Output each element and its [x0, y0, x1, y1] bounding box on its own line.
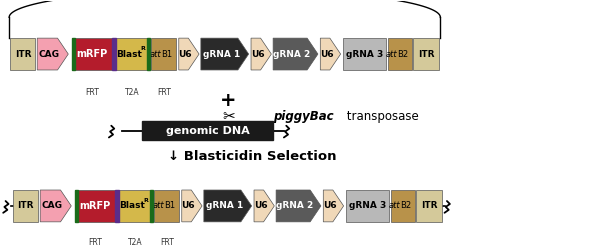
Text: Blast: Blast — [119, 202, 145, 210]
Text: gRNA 2: gRNA 2 — [274, 50, 311, 58]
Polygon shape — [147, 38, 151, 70]
Text: genomic DNA: genomic DNA — [166, 126, 250, 136]
Polygon shape — [416, 190, 442, 222]
Text: U6: U6 — [251, 50, 265, 58]
Text: att: att — [389, 202, 400, 210]
Polygon shape — [115, 38, 149, 70]
Polygon shape — [112, 38, 116, 70]
Text: U6: U6 — [179, 50, 192, 58]
Text: gRNA 1: gRNA 1 — [203, 50, 240, 58]
Polygon shape — [413, 38, 439, 70]
Text: ↓ Blasticidin Selection: ↓ Blasticidin Selection — [168, 150, 337, 164]
Polygon shape — [179, 38, 199, 70]
FancyBboxPatch shape — [142, 122, 273, 140]
Text: ITR: ITR — [14, 50, 31, 58]
Text: gRNA 3: gRNA 3 — [349, 202, 386, 210]
Polygon shape — [150, 190, 154, 222]
Polygon shape — [273, 38, 318, 70]
Polygon shape — [118, 190, 152, 222]
Polygon shape — [75, 190, 79, 222]
Text: FRT: FRT — [88, 238, 102, 247]
Text: U6: U6 — [254, 202, 268, 210]
Polygon shape — [346, 190, 389, 222]
Text: Blast: Blast — [116, 50, 142, 58]
Polygon shape — [204, 190, 251, 222]
Polygon shape — [151, 38, 176, 70]
Polygon shape — [154, 190, 179, 222]
Text: ✂: ✂ — [222, 109, 235, 124]
Text: B1: B1 — [164, 202, 176, 210]
Text: gRNA 3: gRNA 3 — [346, 50, 383, 58]
Text: CAG: CAG — [41, 202, 62, 210]
Polygon shape — [391, 190, 415, 222]
Text: U6: U6 — [323, 202, 337, 210]
Text: ITR: ITR — [421, 202, 437, 210]
Text: gRNA 2: gRNA 2 — [276, 202, 314, 210]
Text: att: att — [386, 50, 397, 58]
Polygon shape — [37, 38, 68, 70]
Text: +: + — [220, 91, 236, 110]
Polygon shape — [201, 38, 248, 70]
Text: FRT: FRT — [157, 88, 171, 97]
Text: B2: B2 — [400, 202, 412, 210]
Text: att: att — [153, 202, 164, 210]
Text: B2: B2 — [397, 50, 409, 58]
Text: ITR: ITR — [418, 50, 434, 58]
Polygon shape — [72, 38, 112, 70]
Text: att: att — [150, 50, 161, 58]
Text: gRNA 1: gRNA 1 — [206, 202, 243, 210]
Text: transposase: transposase — [343, 110, 419, 123]
Text: B1: B1 — [161, 50, 173, 58]
Text: piggyBac: piggyBac — [273, 110, 334, 123]
Text: ITR: ITR — [17, 202, 34, 210]
Polygon shape — [40, 190, 71, 222]
Polygon shape — [182, 190, 202, 222]
Polygon shape — [388, 38, 412, 70]
Polygon shape — [13, 190, 38, 222]
Polygon shape — [323, 190, 344, 222]
Text: T2A: T2A — [125, 88, 139, 97]
Text: mRFP: mRFP — [77, 49, 108, 59]
Polygon shape — [251, 38, 271, 70]
Polygon shape — [10, 38, 35, 70]
Polygon shape — [320, 38, 341, 70]
Polygon shape — [75, 190, 115, 222]
Text: R: R — [140, 46, 145, 51]
Polygon shape — [115, 190, 119, 222]
Text: U6: U6 — [320, 50, 334, 58]
Polygon shape — [72, 38, 76, 70]
Text: FRT: FRT — [160, 238, 174, 247]
Text: mRFP: mRFP — [80, 201, 111, 211]
Polygon shape — [343, 38, 386, 70]
Polygon shape — [254, 190, 274, 222]
Text: R: R — [143, 198, 148, 203]
Text: U6: U6 — [182, 202, 195, 210]
Text: T2A: T2A — [128, 238, 142, 247]
Polygon shape — [276, 190, 321, 222]
Text: FRT: FRT — [85, 88, 99, 97]
Text: CAG: CAG — [38, 50, 59, 58]
